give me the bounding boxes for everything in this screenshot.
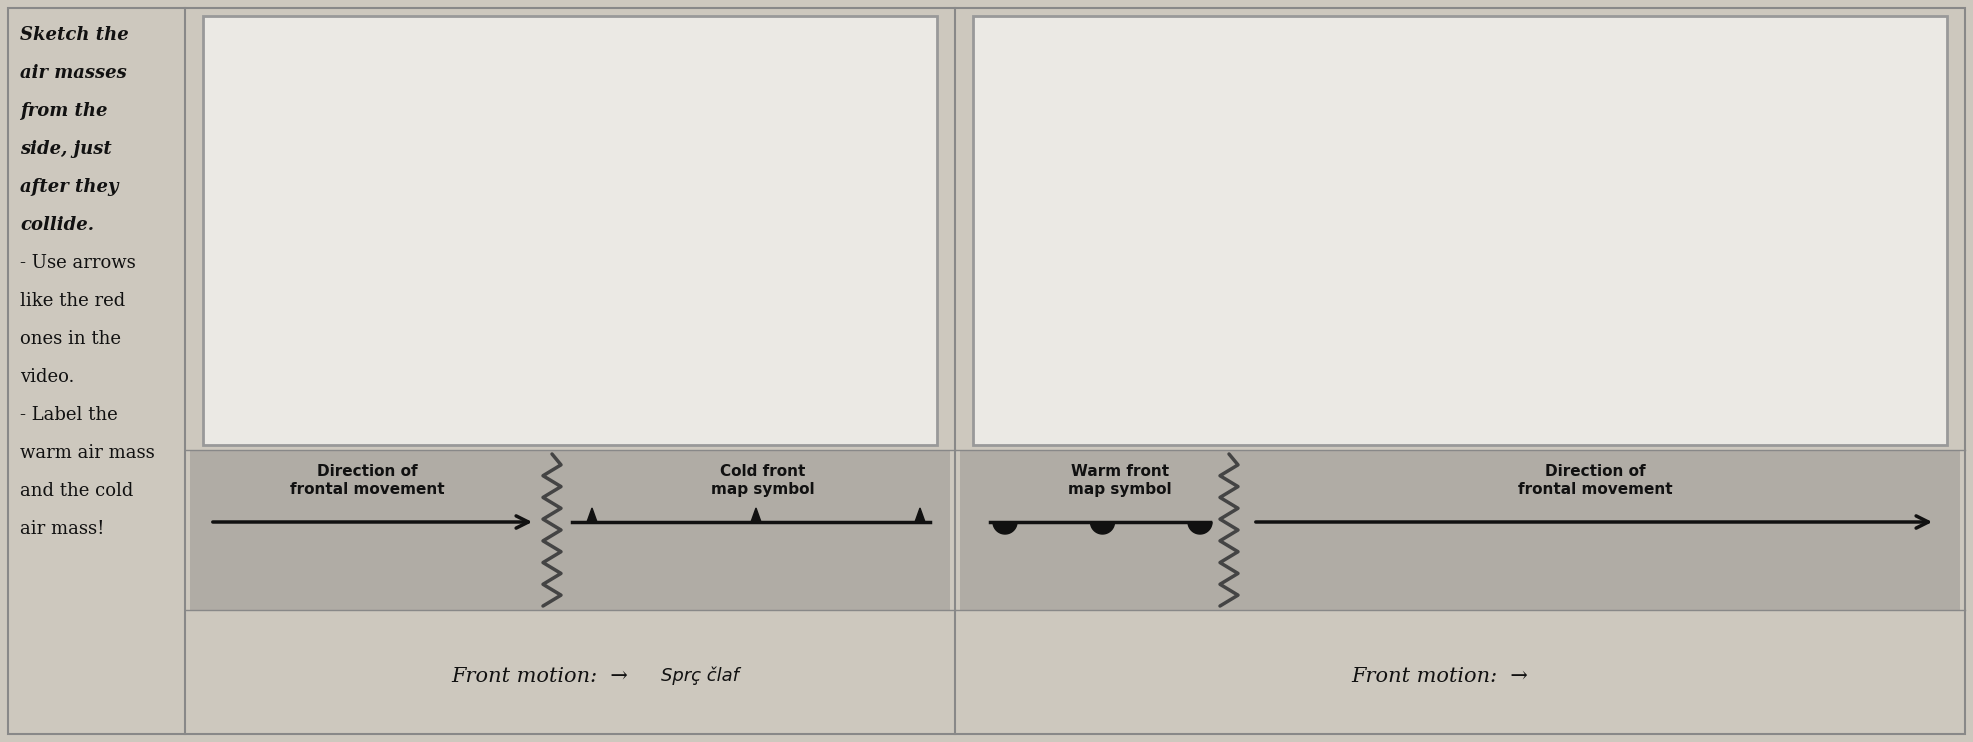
Text: Direction of: Direction of — [1545, 464, 1645, 479]
Text: map symbol: map symbol — [710, 482, 815, 497]
Text: frontal movement: frontal movement — [290, 482, 444, 497]
Text: after they: after they — [20, 178, 118, 196]
Text: and the cold: and the cold — [20, 482, 134, 500]
Text: air masses: air masses — [20, 64, 126, 82]
Text: Front motion:  →: Front motion: → — [1352, 666, 1529, 686]
Bar — [203, 16, 937, 445]
Text: video.: video. — [20, 368, 75, 386]
Text: side, just: side, just — [20, 140, 112, 158]
Text: Sketch the: Sketch the — [20, 26, 128, 44]
Text: collide.: collide. — [20, 216, 95, 234]
Text: map symbol: map symbol — [1067, 482, 1172, 497]
Text: air mass!: air mass! — [20, 520, 105, 538]
Text: warm air mass: warm air mass — [20, 444, 154, 462]
Polygon shape — [992, 522, 1016, 534]
Text: - Use arrows: - Use arrows — [20, 254, 136, 272]
Text: Front motion:  →: Front motion: → — [452, 666, 629, 686]
Text: frontal movement: frontal movement — [1517, 482, 1673, 497]
Text: Warm front: Warm front — [1071, 464, 1170, 479]
Text: - Label the: - Label the — [20, 406, 118, 424]
Polygon shape — [1091, 522, 1115, 534]
Bar — [973, 16, 1947, 445]
Bar — [189, 450, 951, 610]
Text: Sprç člaf: Sprç člaf — [661, 667, 740, 686]
Text: Direction of: Direction of — [318, 464, 418, 479]
Polygon shape — [915, 508, 925, 522]
Text: Cold front: Cold front — [720, 464, 805, 479]
Bar — [961, 450, 1959, 610]
Polygon shape — [752, 508, 762, 522]
Text: like the red: like the red — [20, 292, 124, 310]
Polygon shape — [1188, 522, 1211, 534]
Text: ones in the: ones in the — [20, 330, 120, 348]
Text: from the: from the — [20, 102, 107, 120]
Polygon shape — [588, 508, 598, 522]
